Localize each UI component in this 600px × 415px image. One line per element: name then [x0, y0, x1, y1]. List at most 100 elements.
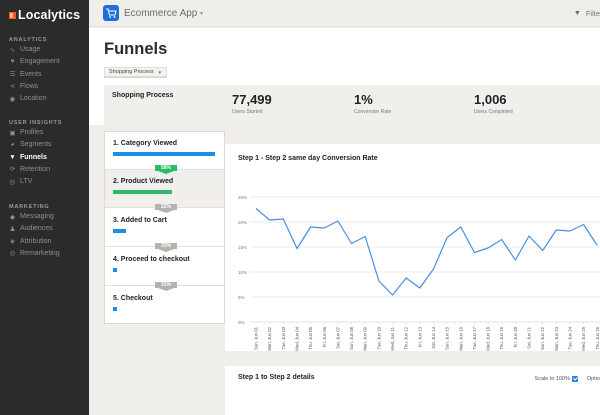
scale-label: Scale to 100%	[534, 376, 570, 382]
x-tick-label: Sat, Jun 07	[335, 326, 340, 348]
sidebar-item-remarketing[interactable]: ◎ Remarketing	[9, 248, 60, 259]
arrow-down-icon	[158, 210, 174, 213]
y-tick-label: 20%	[238, 220, 247, 225]
audience-icon: ♟	[9, 225, 16, 233]
step-conversion-badge: 33%	[155, 243, 177, 252]
stat-conversion-rate: 1% Conversion Rate	[354, 92, 391, 115]
sidebar-section-title: ANALYTICS	[9, 37, 48, 43]
y-tick-label: 15%	[238, 245, 247, 250]
x-tick-label: Tue, Jun 10	[376, 326, 381, 349]
sidebar-item-label: Remarketing	[20, 249, 60, 257]
x-tick-label: Wed, Jun 18	[486, 326, 491, 351]
x-tick-label: Thu, Jun 19	[499, 326, 504, 349]
sidebar-section-title: MARKETING	[9, 204, 50, 210]
app-icon[interactable]	[103, 5, 119, 21]
sidebar-item-location[interactable]: ◉ Location	[9, 93, 47, 104]
sidebar-item-segments[interactable]: ◕ Segments	[9, 139, 52, 150]
profile-icon: ▣	[9, 129, 16, 137]
scale-checkbox[interactable]	[572, 376, 578, 382]
x-tick-label: Tue, Jun 24	[567, 326, 572, 349]
conversion-percent: 31%	[155, 282, 177, 288]
funnel-step[interactable]: 3. Added to Cart	[105, 209, 224, 247]
filter-button[interactable]: ▼ Filte	[574, 9, 600, 18]
summary-funnel-name: Shopping Process	[112, 92, 174, 99]
x-tick-label: Wed, Jun 25	[581, 326, 586, 351]
x-tick-label: Fri, Jun 20	[513, 326, 518, 347]
funnel-step-bar	[113, 307, 117, 311]
conversion-chart-card: Step 1 - Step 2 same day Conversion Rate…	[225, 144, 600, 351]
scale-to-100-toggle[interactable]: Scale to 100%	[535, 376, 578, 382]
chevron-down-icon[interactable]: ▼	[199, 11, 204, 17]
funnel-step-bar	[113, 268, 117, 272]
x-tick-label: Mon, Jun 16	[458, 326, 463, 350]
sidebar-item-label: Flows	[20, 82, 39, 90]
conversion-percent: 22%	[155, 204, 177, 210]
share-icon: ⋖	[9, 83, 16, 91]
stat-users-started: 77,499 Users Started	[232, 92, 272, 115]
cart-icon	[106, 8, 117, 18]
sidebar-item-label: Location	[20, 95, 47, 103]
conversion-rate-line	[255, 208, 598, 296]
brand-name: Localytics	[18, 8, 81, 22]
sidebar-item-attribution[interactable]: ◈ Attribution	[9, 236, 52, 247]
step-details-card: Step 1 to Step 2 details Scale to 100% O…	[225, 366, 600, 415]
arrow-down-icon	[158, 288, 174, 291]
sidebar-item-profiles[interactable]: ▣ Profiles	[9, 127, 43, 138]
funnel-step-bar	[113, 190, 172, 194]
x-tick-label: Sun, Jun 22	[540, 326, 545, 350]
sidebar-item-label: LTV	[20, 178, 33, 186]
globe-icon: ◉	[9, 95, 16, 103]
step-conversion-badge: 31%	[155, 282, 177, 291]
x-tick-label: Thu, Jun 05	[308, 326, 313, 349]
app-switcher[interactable]: Ecommerce App	[124, 8, 198, 19]
sidebar-item-usage[interactable]: ∿ Usage	[9, 44, 40, 55]
sidebar-item-label: Usage	[20, 46, 41, 53]
x-tick-label: Mon, Jun 23	[554, 326, 559, 350]
sidebar-item-label: Profiles	[20, 129, 44, 136]
x-tick-label: Wed, Jun 04	[294, 326, 299, 351]
sidebar-item-label: Audiences	[20, 225, 53, 233]
funnel-body: 1. Category Viewed 2. Product Viewed 3. Ad…	[89, 125, 600, 415]
stat-label: Users Started	[232, 109, 263, 115]
sidebar-item-label: Retention	[20, 165, 50, 173]
sidebar-item-audiences[interactable]: ♟ Audiences	[9, 223, 53, 234]
retention-icon: ⟳	[9, 166, 16, 174]
y-tick-label: 10%	[238, 270, 247, 275]
x-tick-label: Sat, Jun 14	[431, 326, 436, 348]
conversion-line-chart[interactable]: 0% 5% 10% 15% 20% 25% Sun, Jun 01 Mon, Jun 02 Tu…	[225, 144, 600, 351]
x-tick-label: Tue, Jun 17	[472, 326, 477, 349]
pulse-icon: ∿	[9, 46, 16, 54]
x-tick-label: Thu, Jun 26	[595, 326, 600, 349]
funnel-select[interactable]: Shopping Process ▼	[104, 67, 168, 77]
sidebar-item-engagement[interactable]: ♥ Engagement	[9, 56, 60, 67]
brand-logo[interactable]: Localytics	[9, 8, 80, 22]
localytics-logo-icon	[9, 11, 16, 19]
stat-label: Conversion Rate	[354, 109, 392, 115]
dollar-icon: ◎	[9, 178, 16, 186]
topbar: Ecommerce App ▼ ▼ Filte	[89, 0, 600, 27]
x-tick-label: Sun, Jun 01	[254, 326, 259, 350]
stat-label: Users Completed	[474, 109, 513, 115]
y-tick-label: 0%	[238, 320, 245, 325]
sidebar-item-retention[interactable]: ⟳ Retention	[9, 164, 50, 175]
sidebar-item-funnels[interactable]: ▼ Funnels	[9, 152, 47, 163]
funnel-icon: ▼	[9, 153, 16, 161]
page-title: Funnels	[104, 40, 168, 58]
sidebar-item-events[interactable]: ☰ Events	[9, 69, 42, 80]
funnel-step[interactable]: 2. Product Viewed	[105, 170, 224, 208]
sidebar-item-messaging[interactable]: ◆ Messaging	[9, 211, 54, 222]
funnel-step[interactable]: 4. Proceed to checkout	[105, 248, 224, 286]
sidebar-item-flows[interactable]: ⋖ Flows	[9, 81, 39, 92]
y-tick-label: 25%	[238, 195, 247, 200]
x-tick-label: Wed, Jun 11	[390, 326, 395, 350]
sidebar-item-ltv[interactable]: ◎ LTV	[9, 176, 33, 187]
funnel-steps-list: 1. Category Viewed 2. Product Viewed 3. Ad…	[104, 131, 225, 324]
pie-icon: ◕	[10, 141, 15, 149]
funnel-step-bar	[113, 152, 215, 156]
stat-value: 1%	[354, 92, 373, 107]
sidebar-section-title: USER INSIGHTS	[9, 120, 63, 126]
options-button[interactable]: Optio	[586, 376, 600, 382]
funnel-step[interactable]: 5. Checkout	[105, 287, 224, 325]
funnel-step-bar	[113, 229, 126, 233]
